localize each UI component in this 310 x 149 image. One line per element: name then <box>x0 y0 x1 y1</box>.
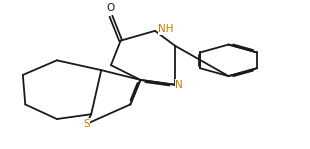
Text: S: S <box>83 119 90 129</box>
Text: N: N <box>175 80 183 90</box>
Text: NH: NH <box>158 24 174 34</box>
Text: O: O <box>107 3 115 13</box>
